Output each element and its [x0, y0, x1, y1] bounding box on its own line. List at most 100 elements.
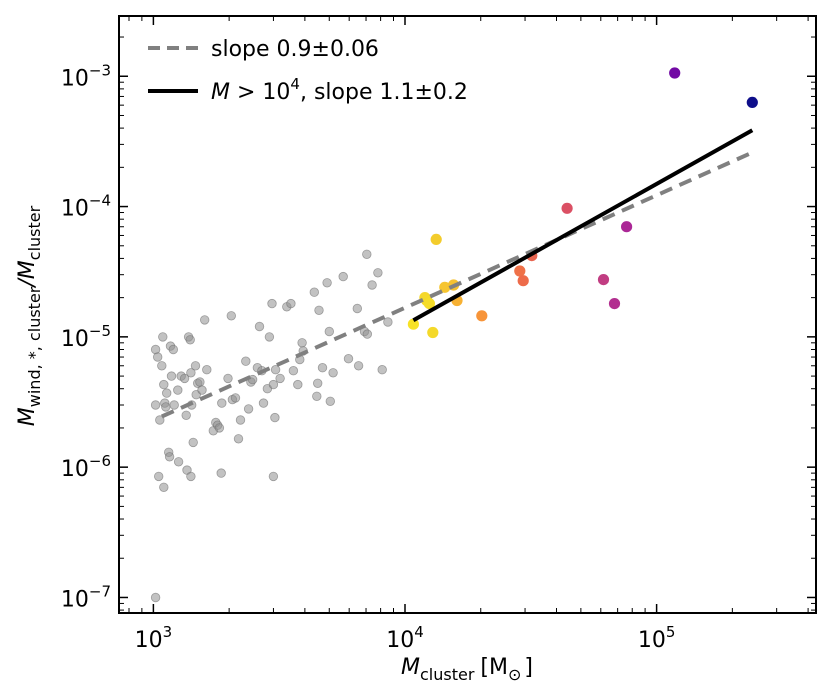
data-point: [312, 391, 322, 402]
x-tick-label: 103: [135, 623, 173, 653]
data-point: [407, 318, 419, 330]
data-point: [313, 378, 323, 389]
data-point: [517, 275, 529, 287]
fit-line: [160, 150, 754, 419]
data-point: [322, 278, 332, 288]
data-point: [150, 400, 161, 410]
data-point: [325, 396, 336, 407]
data-point: [267, 298, 277, 309]
data-point: [199, 315, 210, 325]
data-point: [159, 482, 169, 493]
data-point: [161, 388, 172, 398]
data-point: [158, 332, 168, 342]
data-point: [297, 338, 307, 348]
data-point: [362, 329, 373, 339]
y-tick-label: 10−3: [61, 61, 111, 91]
y-tick-label: 10−7: [61, 582, 111, 612]
data-point: [157, 361, 167, 371]
fit-lines-layer: [160, 128, 754, 419]
data-point: [338, 271, 348, 282]
data-point: [223, 373, 233, 384]
fit-line: [412, 128, 754, 323]
data-point: [746, 96, 758, 108]
data-point: [217, 398, 227, 408]
data-point: [423, 298, 435, 310]
legend-label-dashed: slope 0.9±0.06: [211, 37, 379, 62]
data-point: [597, 274, 610, 286]
data-point: [328, 368, 338, 378]
data-point: [377, 365, 387, 375]
data-point: [669, 67, 681, 79]
data-point: [352, 303, 363, 314]
data-point: [226, 311, 237, 321]
data-point: [367, 280, 377, 290]
data-point: [621, 221, 633, 233]
data-point: [439, 281, 451, 293]
data-point: [293, 379, 303, 390]
data-point: [181, 410, 191, 421]
data-point: [188, 437, 198, 448]
data-point: [514, 265, 526, 277]
data-point: [169, 400, 179, 410]
data-point: [254, 321, 265, 332]
data-point: [608, 298, 621, 310]
data-point: [317, 363, 328, 373]
data-point: [152, 352, 163, 362]
data-point: [166, 371, 177, 381]
data-point: [216, 468, 226, 478]
data-point: [161, 402, 171, 412]
data-point: [275, 373, 285, 384]
data-point: [202, 365, 212, 375]
data-point: [230, 393, 241, 403]
data-point: [150, 592, 161, 603]
data-point: [353, 361, 364, 371]
y-tick-label: 10−6: [61, 452, 111, 482]
data-point: [286, 298, 296, 309]
data-point: [324, 326, 335, 337]
data-point: [153, 471, 164, 482]
x-axis-label: Mcluster [M⊙]: [401, 655, 533, 684]
x-tick-label: 104: [386, 623, 424, 653]
x-tick-label: 105: [638, 623, 676, 653]
data-point: [159, 379, 169, 390]
data-point: [561, 202, 573, 214]
data-point: [235, 415, 246, 425]
data-point: [195, 377, 205, 387]
data-point: [258, 398, 269, 408]
data-point: [186, 368, 196, 378]
data-point: [197, 385, 207, 395]
plot-frame: [118, 15, 817, 614]
data-point: [186, 471, 196, 482]
data-point: [264, 332, 275, 342]
data-point: [233, 434, 244, 444]
data-point: [288, 366, 299, 376]
data-point: [190, 361, 201, 371]
data-point: [173, 457, 184, 467]
data-point: [268, 471, 279, 482]
data-point: [268, 379, 279, 390]
data-point: [155, 415, 165, 425]
data-point: [179, 373, 190, 384]
data-point: [343, 354, 354, 364]
data-point: [185, 335, 195, 345]
data-point: [173, 385, 183, 395]
data-point: [164, 452, 175, 462]
data-point: [309, 287, 320, 297]
data-point: [373, 268, 383, 278]
y-tick-label: 10−4: [61, 192, 111, 222]
data-point: [314, 305, 324, 316]
y-tick-label: 10−5: [61, 322, 111, 352]
data-point: [476, 310, 488, 322]
data-point: [243, 404, 254, 414]
data-point: [427, 326, 439, 339]
data-point: [270, 412, 280, 423]
data-point: [168, 344, 179, 355]
data-point: [383, 317, 393, 327]
data-point: [241, 356, 251, 366]
data-point: [430, 233, 442, 245]
data-point: [270, 365, 281, 375]
data-point: [214, 423, 225, 433]
legend-label-solid: M > 104, slope 1.1±0.2: [211, 75, 468, 105]
